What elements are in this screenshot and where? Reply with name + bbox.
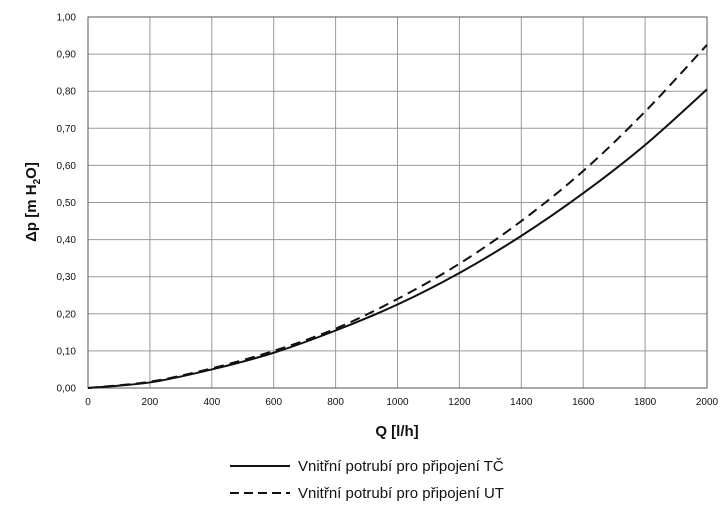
x-tick-label: 1600: [572, 397, 595, 408]
y-tick-label: 0,70: [57, 124, 77, 135]
series-line-tc-solid: [87, 88, 708, 389]
series-line-ut-dashed: [87, 44, 708, 389]
series-lines: [87, 44, 708, 389]
y-tick-label: 0,80: [57, 87, 77, 98]
x-tick-label: 200: [142, 397, 159, 408]
x-tick-label: 1200: [448, 397, 471, 408]
y-tick-label: 0,50: [57, 198, 77, 209]
x-tick-label: 600: [265, 397, 282, 408]
plot-frame: [87, 16, 708, 389]
legend-label-ut: Vnitřní potrubí pro připojení UT: [298, 485, 504, 502]
y-tick-label: 0,20: [57, 309, 77, 320]
x-tick-label: 400: [203, 397, 220, 408]
grid: [87, 16, 708, 389]
x-tick-label: 1000: [386, 397, 409, 408]
x-tick-label: 0: [85, 397, 91, 408]
y-tick-label: 0,10: [57, 346, 77, 357]
legend: Vnitřní potrubí pro připojení TČ Vnitřní…: [230, 458, 504, 502]
y-tick-labels: 0,00 0,10 0,20 0,30 0,40 0,50 0,60 0,70 0,80 0,90…: [57, 13, 77, 395]
y-tick-label: 0,40: [57, 235, 77, 246]
y-axis-label: Δp [m H2O]: [23, 162, 43, 242]
x-axis-label: Q [l/h]: [375, 423, 418, 440]
x-tick-label: 1800: [634, 397, 657, 408]
x-tick-labels: 0 200 400 600 800 1000 1200 1400 1600 1800 2000: [85, 397, 718, 408]
y-tick-label: 0,00: [57, 384, 77, 395]
legend-label-tc: Vnitřní potrubí pro připojení TČ: [298, 458, 504, 475]
y-tick-label: 0,30: [57, 272, 77, 283]
y-tick-label: 1,00: [57, 13, 77, 24]
y-tick-label: 0,60: [57, 161, 77, 172]
y-tick-label: 0,90: [57, 50, 77, 61]
x-tick-label: 1400: [510, 397, 533, 408]
x-tick-label: 800: [327, 397, 344, 408]
x-tick-label: 2000: [696, 397, 719, 408]
